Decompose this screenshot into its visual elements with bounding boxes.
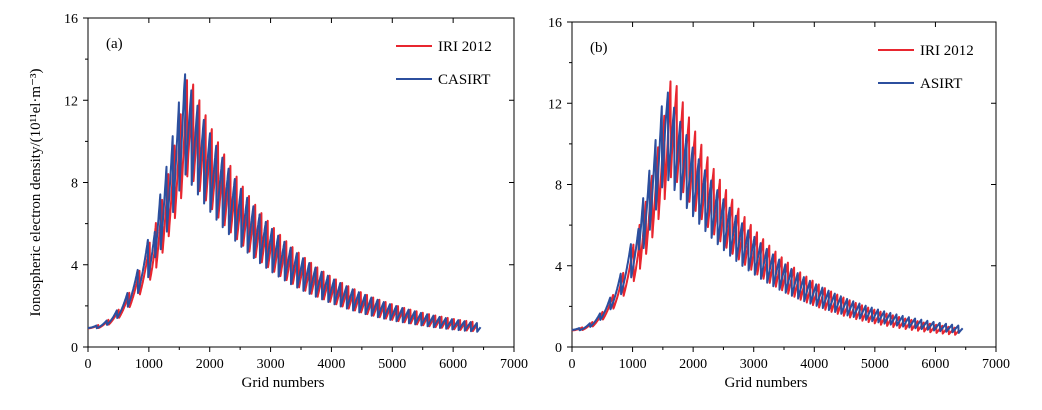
series-line-asirt <box>571 91 964 334</box>
y-tick-label: 4 <box>71 259 78 274</box>
y-tick-label: 16 <box>64 12 78 27</box>
panel-label: (b) <box>590 40 608 56</box>
x-tick-label: 2000 <box>679 357 707 372</box>
x-tick-label: 3000 <box>740 357 768 372</box>
x-tick-label: 3000 <box>257 357 285 372</box>
x-tick-label: 2000 <box>196 357 224 372</box>
series-line-casirt <box>87 73 482 333</box>
x-axis-title: Grid numbers <box>725 375 808 391</box>
plot-frame <box>87 17 515 348</box>
y-tick-label: 8 <box>555 179 562 194</box>
x-tick-label: 7000 <box>982 357 1010 372</box>
x-tick-label: 1000 <box>619 357 647 372</box>
y-axis-title: Ionospheric electron density/(10¹¹el·m⁻³… <box>28 68 44 316</box>
x-tick-label: 5000 <box>378 357 406 372</box>
x-tick-label: 4000 <box>800 357 828 372</box>
y-tick-label: 4 <box>555 260 562 275</box>
y-tick-label: 12 <box>64 94 78 109</box>
legend-label: IRI 2012 <box>438 39 492 55</box>
series-line-iri-2012 <box>87 79 479 333</box>
y-tick-label: 16 <box>548 16 562 31</box>
x-tick-label: 6000 <box>921 357 949 372</box>
y-tick-label: 0 <box>555 341 562 356</box>
legend-label: ASIRT <box>920 76 962 92</box>
x-tick-label: 5000 <box>861 357 889 372</box>
x-tick-label: 7000 <box>500 357 528 372</box>
y-tick-label: 12 <box>548 97 562 112</box>
y-tick-label: 8 <box>71 177 78 192</box>
chart-panel-b: 0 1000 2000 3000 4000 5000 6000 7000 0 4 8 12 16 Grid… <box>548 16 1010 391</box>
x-axis-title: Grid numbers <box>242 375 325 391</box>
legend-label: CASIRT <box>438 72 490 88</box>
panel-label: (a) <box>106 36 123 52</box>
series-line-iri-2012 <box>571 80 961 336</box>
x-tick-label: 4000 <box>317 357 345 372</box>
x-tick-label: 0 <box>569 357 576 372</box>
x-tick-label: 6000 <box>439 357 467 372</box>
legend-label: IRI 2012 <box>920 43 974 59</box>
chart-panel-a: 0 1000 2000 3000 4000 5000 6000 7000 0 4 8 12 16 Grid… <box>28 12 528 391</box>
plot-frame <box>571 21 997 348</box>
x-tick-label: 0 <box>85 357 92 372</box>
y-tick-label: 0 <box>71 341 78 356</box>
x-tick-label: 1000 <box>135 357 163 372</box>
